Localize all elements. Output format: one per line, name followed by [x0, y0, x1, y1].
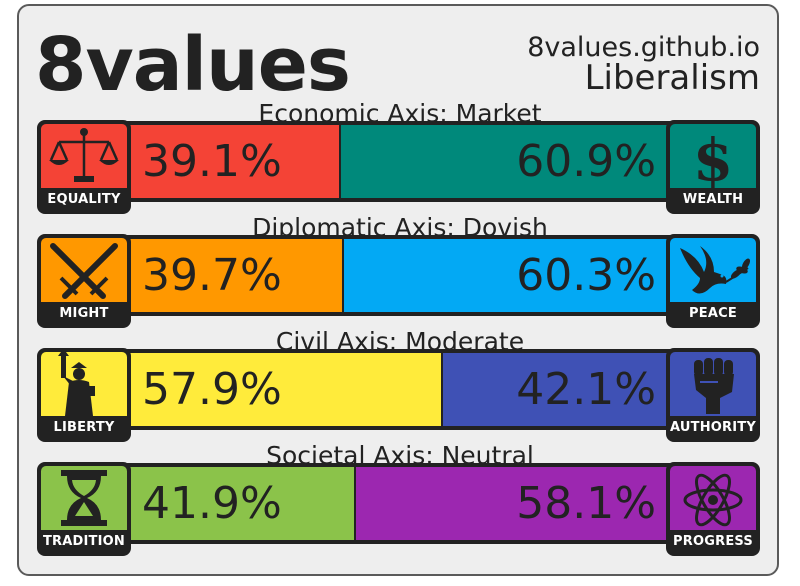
- crossed-swords-icon: [50, 243, 118, 299]
- tradition-percent: 41.9%: [142, 478, 282, 529]
- svg-text:$: $: [693, 126, 733, 188]
- economic-axis-bar: 39.1% 60.9%: [118, 121, 682, 202]
- peace-segment: [344, 239, 672, 312]
- progress-icon-bg: [670, 466, 756, 530]
- statue-of-liberty-icon: [58, 352, 95, 416]
- raised-fist-icon: [694, 358, 734, 414]
- authority-label: AUTHORITY: [670, 420, 756, 435]
- might-percent: 39.7%: [142, 250, 282, 301]
- might-icon-bg: [41, 238, 127, 302]
- authority-icon-bg: [670, 352, 756, 416]
- equality-label: EQUALITY: [47, 192, 121, 207]
- peace-icon-bg: [670, 238, 756, 302]
- equality-segment: [128, 125, 339, 198]
- might-badge: MIGHT: [37, 234, 131, 328]
- wealth-badge: $ WEALTH: [666, 120, 760, 214]
- progress-percent: 58.1%: [516, 478, 656, 529]
- wealth-label: WEALTH: [682, 192, 744, 207]
- dollar-icon: $: [693, 126, 733, 188]
- equality-badge: EQUALITY: [37, 120, 131, 214]
- brand-title: 8values: [35, 22, 351, 108]
- tradition-icon-bg: [41, 466, 127, 530]
- site-url: 8values.github.io: [527, 32, 760, 63]
- liberty-percent: 57.9%: [142, 364, 282, 415]
- scales-icon: [49, 128, 119, 182]
- ideology-label: Liberalism: [584, 58, 760, 98]
- societal-axis-bar: 41.9% 58.1%: [118, 463, 682, 544]
- peace-label: PEACE: [689, 306, 737, 321]
- liberty-label: LIBERTY: [53, 420, 115, 435]
- authority-badge: AUTHORITY: [666, 348, 760, 442]
- progress-badge: PROGRESS: [666, 462, 760, 556]
- civil-axis-bar: 57.9% 42.1%: [118, 349, 682, 430]
- diplomatic-axis-bar: 39.7% 60.3%: [118, 235, 682, 316]
- dove-icon: [680, 246, 751, 294]
- peace-percent: 60.3%: [516, 250, 656, 301]
- tradition-badge: TRADITION: [37, 462, 131, 556]
- peace-badge: PEACE: [666, 234, 760, 328]
- liberty-icon-bg: [41, 352, 127, 416]
- wealth-percent: 60.9%: [516, 136, 656, 187]
- wealth-segment: [341, 125, 672, 198]
- authority-percent: 42.1%: [516, 364, 656, 415]
- hourglass-icon: [61, 470, 107, 526]
- liberty-badge: LIBERTY: [37, 348, 131, 442]
- might-segment: [128, 239, 342, 312]
- progress-segment: [356, 467, 672, 540]
- might-label: MIGHT: [59, 306, 109, 321]
- tradition-label: TRADITION: [42, 534, 125, 549]
- wealth-icon-bg: $: [670, 124, 756, 188]
- progress-label: PROGRESS: [673, 534, 753, 549]
- equality-icon-bg: [41, 124, 127, 188]
- atom-icon: [683, 473, 743, 527]
- authority-segment: [443, 353, 672, 426]
- tradition-segment: [128, 467, 354, 540]
- equality-percent: 39.1%: [142, 136, 282, 187]
- liberty-segment: [128, 353, 441, 426]
